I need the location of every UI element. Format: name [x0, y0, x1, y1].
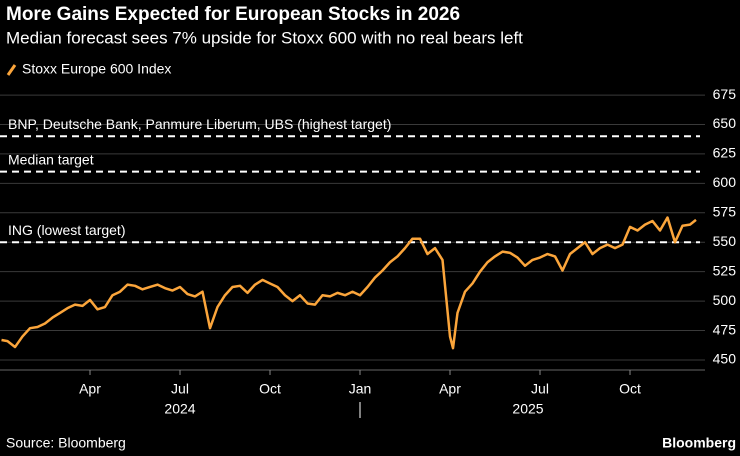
reference-label: BNP, Deutsche Bank, Panmure Liberum, UBS… — [8, 116, 391, 132]
year-label: 2024 — [164, 401, 195, 417]
y-tick-label: 475 — [713, 321, 737, 337]
legend-swatch — [6, 64, 17, 76]
y-tick-label: 575 — [713, 204, 737, 220]
x-tick-label: Jul — [171, 381, 189, 397]
y-tick-label: 600 — [713, 174, 737, 190]
y-tick-label: 500 — [713, 292, 737, 308]
y-tick-label: 550 — [713, 233, 737, 249]
x-tick-label: Oct — [619, 381, 641, 397]
x-tick-label: Apr — [79, 381, 101, 397]
data-line — [1, 216, 697, 350]
reference-label: ING (lowest target) — [8, 222, 125, 238]
x-tick-label: Oct — [259, 381, 281, 397]
x-tick-label: Apr — [439, 381, 461, 397]
y-tick-label: 450 — [713, 351, 737, 367]
y-tick-label: 525 — [713, 262, 737, 278]
y-tick-label: 675 — [713, 86, 737, 102]
chart-subtitle: Median forecast sees 7% upside for Stoxx… — [6, 28, 523, 47]
x-tick-label: Jan — [349, 381, 372, 397]
y-tick-label: 625 — [713, 145, 737, 161]
brand: Bloomberg — [662, 435, 736, 451]
chart-title: More Gains Expected for European Stocks … — [6, 4, 460, 25]
year-label: 2025 — [512, 401, 543, 417]
legend-label: Stoxx Europe 600 Index — [22, 61, 171, 77]
x-tick-label: Jul — [531, 381, 549, 397]
reference-label: Median target — [8, 151, 94, 167]
source: Source: Bloomberg — [6, 435, 126, 451]
y-tick-label: 650 — [713, 115, 737, 131]
